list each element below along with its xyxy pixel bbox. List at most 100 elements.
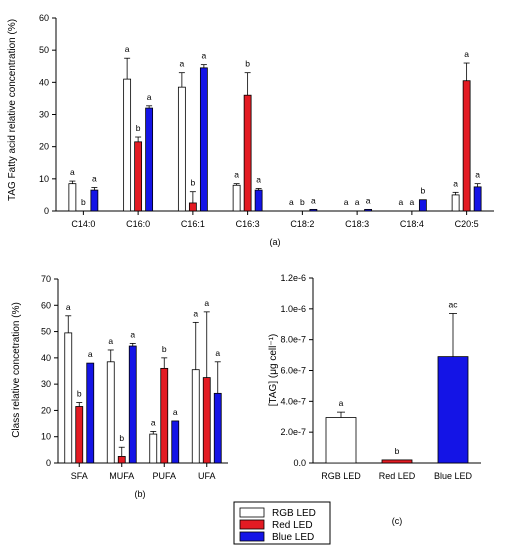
y-tick-label: 50 bbox=[39, 45, 49, 55]
panel-b-label: (b) bbox=[135, 489, 146, 499]
significance-letter: a bbox=[147, 92, 152, 102]
legend-swatch bbox=[239, 519, 265, 530]
x-tick-label: C18:4 bbox=[400, 219, 424, 229]
bar-red-led bbox=[160, 367, 169, 464]
bar-blue-led bbox=[254, 189, 263, 212]
bar-rgb-led bbox=[325, 417, 357, 464]
significance-letter: b bbox=[136, 123, 141, 133]
legend-label: RGB LED bbox=[272, 508, 316, 519]
legend-swatch bbox=[239, 531, 265, 542]
x-tick-label: C16:3 bbox=[236, 219, 260, 229]
significance-letter: b bbox=[191, 178, 196, 188]
y-tick-label: 4.0e-7 bbox=[280, 396, 306, 406]
y-tick-label: 1.0e-6 bbox=[280, 304, 306, 314]
x-tick-label: Red LED bbox=[379, 471, 416, 481]
bar-red-led bbox=[188, 202, 197, 212]
bar-red-led bbox=[381, 459, 413, 464]
y-tick-label: 50 bbox=[41, 327, 51, 337]
significance-letter: b bbox=[81, 197, 86, 207]
x-tick-label: C18:3 bbox=[345, 219, 369, 229]
significance-letter: a bbox=[464, 49, 469, 59]
panel-c-label: (c) bbox=[392, 516, 403, 526]
significance-letter: a bbox=[344, 197, 349, 207]
bar-rgb-led bbox=[451, 194, 460, 212]
bar-blue-led bbox=[128, 345, 137, 464]
x-tick-label: Blue LED bbox=[434, 471, 473, 481]
bar-blue-led bbox=[199, 67, 208, 212]
y-tick-label: 60 bbox=[39, 13, 49, 23]
y-tick-label: 40 bbox=[39, 77, 49, 87]
bar-blue-led bbox=[145, 107, 154, 212]
significance-letter: a bbox=[366, 195, 371, 205]
x-tick-label: C16:0 bbox=[126, 219, 150, 229]
significance-letter: a bbox=[215, 348, 220, 358]
legend-swatch bbox=[239, 507, 265, 518]
significance-letter: a bbox=[256, 174, 261, 184]
significance-letter: a bbox=[70, 167, 75, 177]
panel-a: TAG Fatty acid relative concentration (%… bbox=[7, 13, 494, 247]
panel-b-y-axis-label: Class relative concetration (%) bbox=[11, 302, 22, 438]
x-tick-label: C16:1 bbox=[181, 219, 205, 229]
y-tick-label: 8.0e-7 bbox=[280, 335, 306, 345]
significance-letter: a bbox=[289, 197, 294, 207]
bar-blue-led bbox=[364, 208, 373, 212]
x-tick-label: UFA bbox=[198, 471, 216, 481]
bar-rgb-led bbox=[191, 369, 200, 464]
significance-letter: a bbox=[475, 170, 480, 180]
significance-letter: a bbox=[125, 44, 130, 54]
significance-letter: a bbox=[151, 417, 156, 427]
significance-letter: a bbox=[453, 178, 458, 188]
y-tick-label: 20 bbox=[39, 142, 49, 152]
x-tick-label: C18:2 bbox=[290, 219, 314, 229]
significance-letter: b bbox=[300, 197, 305, 207]
panel-c-y-axis-label: [TAG] (μg cell⁻¹) bbox=[268, 334, 279, 407]
x-tick-label: RGB LED bbox=[321, 471, 361, 481]
bar-red-led bbox=[202, 377, 211, 464]
bar-rgb-led bbox=[123, 78, 132, 212]
significance-letter: a bbox=[173, 407, 178, 417]
significance-letter: a bbox=[399, 197, 404, 207]
panel-c: [TAG] (μg cell⁻¹) 0.0 2.0e-7 4.0e-7 6.0e-7 8… bbox=[268, 273, 481, 526]
y-tick-label: 6.0e-7 bbox=[280, 366, 306, 376]
significance-letter: a bbox=[66, 302, 71, 312]
significance-letter: a bbox=[234, 170, 239, 180]
y-tick-label: 10 bbox=[39, 174, 49, 184]
significance-letter: b bbox=[395, 446, 400, 456]
significance-letter: b bbox=[421, 186, 426, 196]
significance-letter: a bbox=[108, 336, 113, 346]
x-tick-label: PUFA bbox=[152, 471, 176, 481]
bar-red-led bbox=[462, 80, 471, 212]
significance-letter: a bbox=[193, 308, 198, 318]
bar-blue-led bbox=[309, 208, 318, 212]
significance-letter: b bbox=[245, 59, 250, 69]
y-tick-label: 0.0 bbox=[293, 458, 306, 468]
bar-blue-led bbox=[86, 362, 95, 464]
y-tick-label: 0 bbox=[46, 458, 51, 468]
y-tick-label: 2.0e-7 bbox=[280, 427, 306, 437]
significance-letter: b bbox=[77, 389, 82, 399]
bar-rgb-led bbox=[68, 183, 77, 212]
bar-blue-led bbox=[213, 392, 222, 464]
bar-red-led bbox=[243, 94, 252, 212]
significance-letter: a bbox=[204, 298, 209, 308]
bar-rgb-led bbox=[232, 184, 241, 212]
y-tick-label: 70 bbox=[41, 274, 51, 284]
bar-rgb-led bbox=[64, 332, 73, 464]
significance-letter: a bbox=[88, 349, 93, 359]
bar-blue-led bbox=[90, 189, 99, 212]
significance-letter: a bbox=[410, 197, 415, 207]
y-tick-label: 1.2e-6 bbox=[280, 273, 306, 283]
significance-letter: a bbox=[339, 398, 344, 408]
y-tick-label: 40 bbox=[41, 353, 51, 363]
significance-letter: a bbox=[311, 195, 316, 205]
x-tick-label: MUFA bbox=[109, 471, 134, 481]
panel-b: Class relative concetration (%) 0 10 20 30 4… bbox=[11, 274, 228, 499]
bar-red-led bbox=[117, 456, 126, 464]
y-tick-label: 60 bbox=[41, 300, 51, 310]
x-tick-label: C14:0 bbox=[71, 219, 95, 229]
significance-letter: ac bbox=[449, 299, 459, 309]
bar-blue-led bbox=[473, 186, 482, 212]
y-tick-label: 0 bbox=[44, 206, 49, 216]
bar-red-led bbox=[75, 406, 84, 464]
